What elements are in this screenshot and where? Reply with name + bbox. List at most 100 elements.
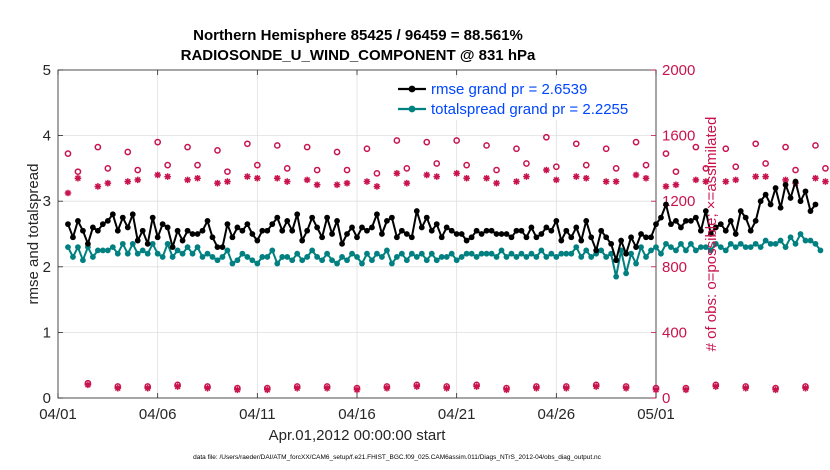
obs-assimilated-point	[612, 178, 620, 185]
totalspread-point	[513, 254, 520, 260]
rmse-point	[433, 221, 440, 228]
totalspread-point	[144, 250, 151, 257]
totalspread-point	[309, 247, 316, 254]
rmse-point	[458, 231, 465, 237]
rmse-point	[603, 234, 610, 241]
totalspread-point	[159, 254, 166, 260]
obs-assimilated-point	[104, 179, 112, 187]
obs-assimilated-point	[682, 386, 690, 394]
rmse-point	[747, 227, 754, 234]
obs-assimilated-point	[642, 174, 650, 182]
obs-assimilated-point	[363, 178, 371, 185]
totalspread-point	[189, 250, 196, 257]
rmse-point	[468, 234, 475, 241]
rmse-point	[254, 237, 261, 244]
obs-possible-point	[124, 148, 132, 156]
totalspread-point	[294, 250, 301, 257]
totalspread-point	[508, 250, 515, 257]
obs-assimilated-point	[134, 176, 142, 184]
rmse-point	[99, 221, 106, 228]
rmse-point	[508, 234, 515, 241]
totalspread-point	[802, 237, 809, 244]
totalspread-point	[149, 240, 156, 247]
totalspread-point	[473, 254, 480, 260]
rmse-point	[249, 231, 256, 237]
rmse-point	[802, 188, 809, 195]
totalspread-point	[443, 254, 450, 260]
obs-assimilated-point	[433, 173, 441, 180]
obs-assimilated-point	[523, 173, 530, 180]
obs-assimilated-point	[662, 183, 670, 190]
obs-assimilated-point	[343, 179, 351, 187]
totalspread-point	[374, 250, 380, 257]
totalspread-point	[433, 257, 440, 264]
totalspread-point	[458, 254, 465, 260]
totalspread-point	[75, 244, 81, 251]
rmse-point	[119, 214, 126, 221]
obs-assimilated-point	[513, 178, 520, 185]
obs-assimilated-point	[473, 383, 480, 390]
obs-assimilated-point	[672, 181, 680, 189]
rmse-point	[179, 237, 186, 244]
obs-assimilated-point	[224, 178, 231, 185]
obs-possible-point	[433, 160, 441, 167]
totalspread-point	[717, 244, 724, 251]
obs-assimilated-point	[323, 384, 331, 392]
rmse-point	[149, 214, 156, 221]
obs-possible-point	[812, 142, 819, 149]
rmse-point	[199, 227, 206, 234]
totalspread-point	[289, 257, 296, 264]
totalspread-point	[324, 250, 330, 257]
obs-possible-point	[373, 169, 381, 177]
rmse-point	[717, 221, 724, 228]
totalspread-point	[817, 247, 824, 254]
y-tick-label-right: 1600	[662, 128, 695, 145]
obs-assimilated-point	[503, 386, 510, 394]
rmse-point	[309, 214, 316, 221]
rmse-point	[727, 217, 734, 224]
obs-possible-point	[214, 147, 221, 154]
totalspread-point	[722, 247, 729, 254]
obs-assimilated-point	[164, 173, 171, 180]
obs-assimilated-point	[652, 386, 660, 394]
legend-entry-totalspread: totalspread grand pr = 2.2255	[431, 101, 628, 118]
obs-possible-point	[74, 168, 82, 176]
rmse-point	[812, 201, 819, 208]
obs-possible-point	[782, 143, 789, 151]
rmse-point	[214, 244, 221, 251]
obs-assimilated-point	[802, 384, 809, 392]
obs-assimilated-point	[463, 174, 470, 182]
totalspread-point	[388, 260, 395, 267]
obs-assimilated-point	[204, 384, 211, 392]
totalspread-point	[214, 257, 221, 264]
totalspread-point	[428, 250, 435, 257]
rmse-point	[807, 208, 814, 214]
rmse-point	[588, 234, 595, 241]
rmse-point	[344, 231, 350, 237]
rmse-point	[493, 231, 500, 237]
rmse-point	[503, 231, 510, 237]
totalspread-point	[448, 250, 455, 257]
rmse-point	[89, 224, 96, 231]
rmse-point	[144, 240, 151, 247]
totalspread-point	[697, 244, 704, 251]
rmse-point	[478, 231, 485, 237]
obs-possible-point	[333, 148, 341, 156]
obs-possible-point	[702, 165, 710, 172]
totalspread-point	[109, 244, 116, 251]
rmse-point	[114, 227, 121, 234]
obs-assimilated-point	[64, 189, 72, 197]
obs-assimilated-point	[313, 181, 321, 189]
totalspread-point	[603, 254, 610, 260]
rmse-point	[438, 234, 445, 241]
totalspread-point	[673, 247, 679, 254]
obs-assimilated-point	[453, 170, 460, 177]
y-tick-label-left: 0	[43, 390, 51, 407]
totalspread-point	[284, 254, 291, 260]
totalspread-point	[244, 254, 251, 260]
totalspread-point	[663, 240, 669, 247]
rmse-point	[697, 227, 704, 234]
totalspread-point	[687, 240, 694, 247]
obs-assimilated-point	[423, 171, 431, 179]
totalspread-point	[493, 254, 500, 260]
